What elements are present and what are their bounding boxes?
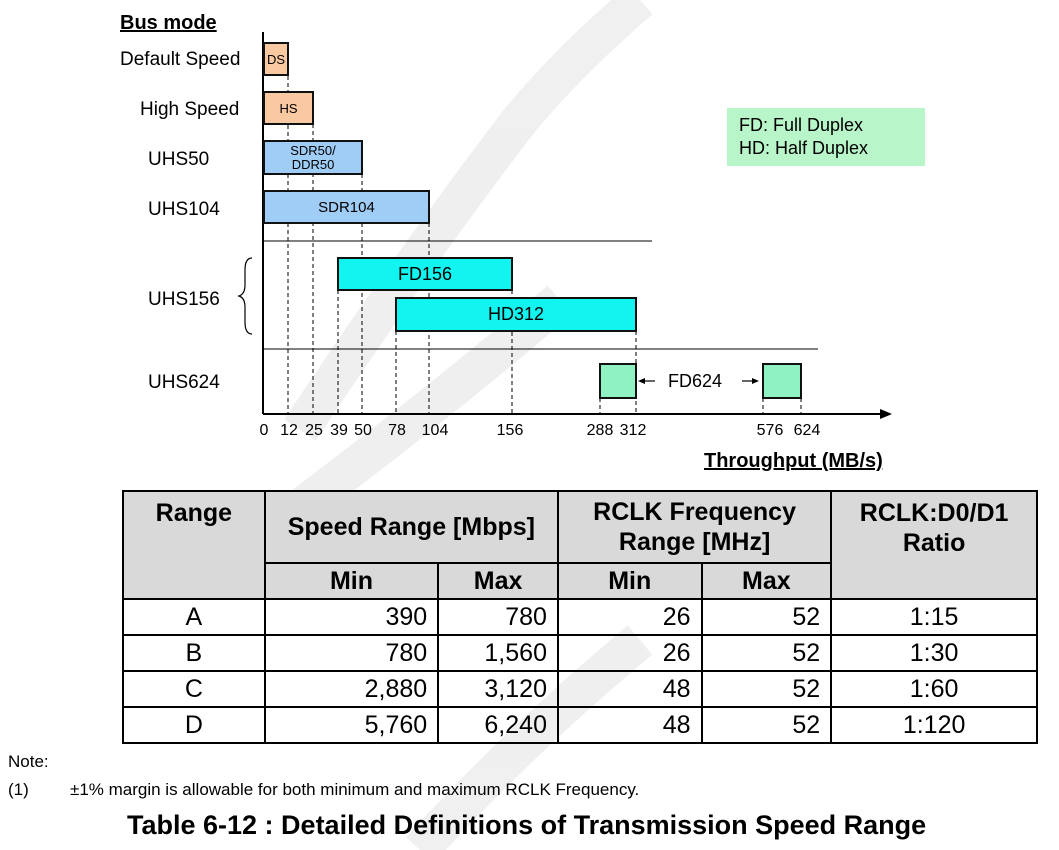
cell-rclk-min: 26: [556, 598, 703, 636]
cell-range: A: [122, 598, 266, 636]
header-rclk-max: Max: [700, 562, 833, 600]
cell-rclk-min: 48: [556, 706, 703, 744]
cell-rclk-max: 52: [700, 706, 833, 744]
table-subheader-row: Min Max Min Max: [123, 562, 1037, 600]
table-row: D 5,760 6,240 48 52 1:120: [122, 706, 1038, 744]
bar-hs: HS: [263, 91, 314, 125]
mode-uhs50: UHS50: [148, 149, 210, 170]
table-row: A 390 780 26 52 1:15: [122, 598, 1038, 636]
tick-624: 624: [793, 422, 821, 439]
cell-rclk-min: 48: [556, 670, 703, 708]
cell-rclk-max: 52: [700, 670, 833, 708]
table-row: B 780 1,560 26 52 1:30: [122, 634, 1038, 672]
header-speed-min: Min: [263, 562, 440, 600]
note-number: (1): [8, 780, 29, 799]
bar-hd312: HD312: [395, 297, 637, 332]
cell-range: C: [122, 670, 266, 708]
x-axis-arrow: [880, 409, 892, 419]
header-rclk-frequency: RCLK Frequency Range [MHz]: [556, 490, 833, 564]
table-row: C 2,880 3,120 48 52 1:60: [122, 670, 1038, 708]
cell-ratio: 1:60: [830, 670, 1038, 708]
header-speed-range: Speed Range [Mbps]: [263, 490, 559, 564]
note-title: Note:: [8, 752, 49, 771]
tick-104: 104: [421, 422, 449, 439]
mode-high-speed: High Speed: [140, 99, 240, 120]
cell-speed-min: 780: [263, 634, 440, 672]
cell-ratio: 1:30: [830, 634, 1038, 672]
cell-speed-min: 5,760: [263, 706, 440, 744]
cell-speed-max: 1,560: [437, 634, 559, 672]
diagram-title: Bus mode: [120, 12, 217, 34]
tick-156: 156: [496, 422, 524, 439]
cell-speed-min: 2,880: [263, 670, 440, 708]
bar-fd624-left: [599, 363, 637, 399]
cell-range: B: [122, 634, 266, 672]
tick-0: 0: [259, 422, 269, 439]
legend-hd: HD: Half Duplex: [739, 138, 869, 158]
cell-speed-max: 3,120: [437, 670, 559, 708]
bar-fd156: FD156: [337, 257, 513, 291]
header-rclk-min: Min: [556, 562, 703, 600]
cell-speed-min: 390: [263, 598, 440, 636]
x-axis-label: Throughput (MB/s): [704, 450, 883, 472]
tick-25: 25: [305, 422, 323, 439]
cell-ratio: 1:15: [830, 598, 1038, 636]
tick-12: 12: [280, 422, 298, 439]
header-ratio: RCLK:D0/D1 Ratio: [830, 490, 1038, 600]
mode-uhs624: UHS624: [148, 372, 220, 393]
bar-fd624-right: [762, 363, 802, 399]
tick-312: 312: [619, 422, 647, 439]
bar-sdr50: SDR50/ DDR50: [263, 140, 363, 175]
diagram-axes: [237, 32, 892, 419]
cell-range: D: [122, 706, 266, 744]
tick-288: 288: [586, 422, 614, 439]
fd624-label: FD624: [668, 371, 723, 391]
legend-fd: FD: Full Duplex: [739, 115, 864, 135]
bar-ds: DS: [263, 42, 289, 76]
tick-576: 576: [756, 422, 784, 439]
tick-50: 50: [354, 422, 372, 439]
speed-range-table: Range Speed Range [Mbps] RCLK Frequency …: [122, 490, 1038, 744]
table-caption: Table 6-12 : Detailed Definitions of Tra…: [127, 810, 927, 840]
cell-speed-max: 6,240: [437, 706, 559, 744]
cell-speed-max: 780: [437, 598, 559, 636]
bar-sdr104: SDR104: [263, 190, 430, 224]
cell-rclk-max: 52: [700, 634, 833, 672]
note-text: ±1% margin is allowable for both minimum…: [70, 780, 640, 799]
tick-78: 78: [388, 422, 406, 439]
header-speed-max: Max: [437, 562, 559, 600]
cell-rclk-max: 52: [700, 598, 833, 636]
uhs156-brace: [237, 257, 253, 335]
mode-default-speed: Default Speed: [120, 49, 241, 70]
bar-sdr50-line2: DDR50: [291, 156, 335, 172]
cell-ratio: 1:120: [830, 706, 1038, 744]
tick-39: 39: [330, 422, 348, 439]
legend: FD: Full Duplex HD: Half Duplex: [727, 108, 925, 166]
bar-sdr50-line1: SDR50/: [290, 142, 336, 158]
mode-uhs104: UHS104: [148, 199, 220, 220]
mode-uhs156: UHS156: [148, 289, 220, 310]
header-range: Range: [122, 490, 266, 600]
table-header-row: Range Speed Range [Mbps] RCLK Frequency …: [122, 490, 1038, 600]
cell-rclk-min: 26: [556, 634, 703, 672]
